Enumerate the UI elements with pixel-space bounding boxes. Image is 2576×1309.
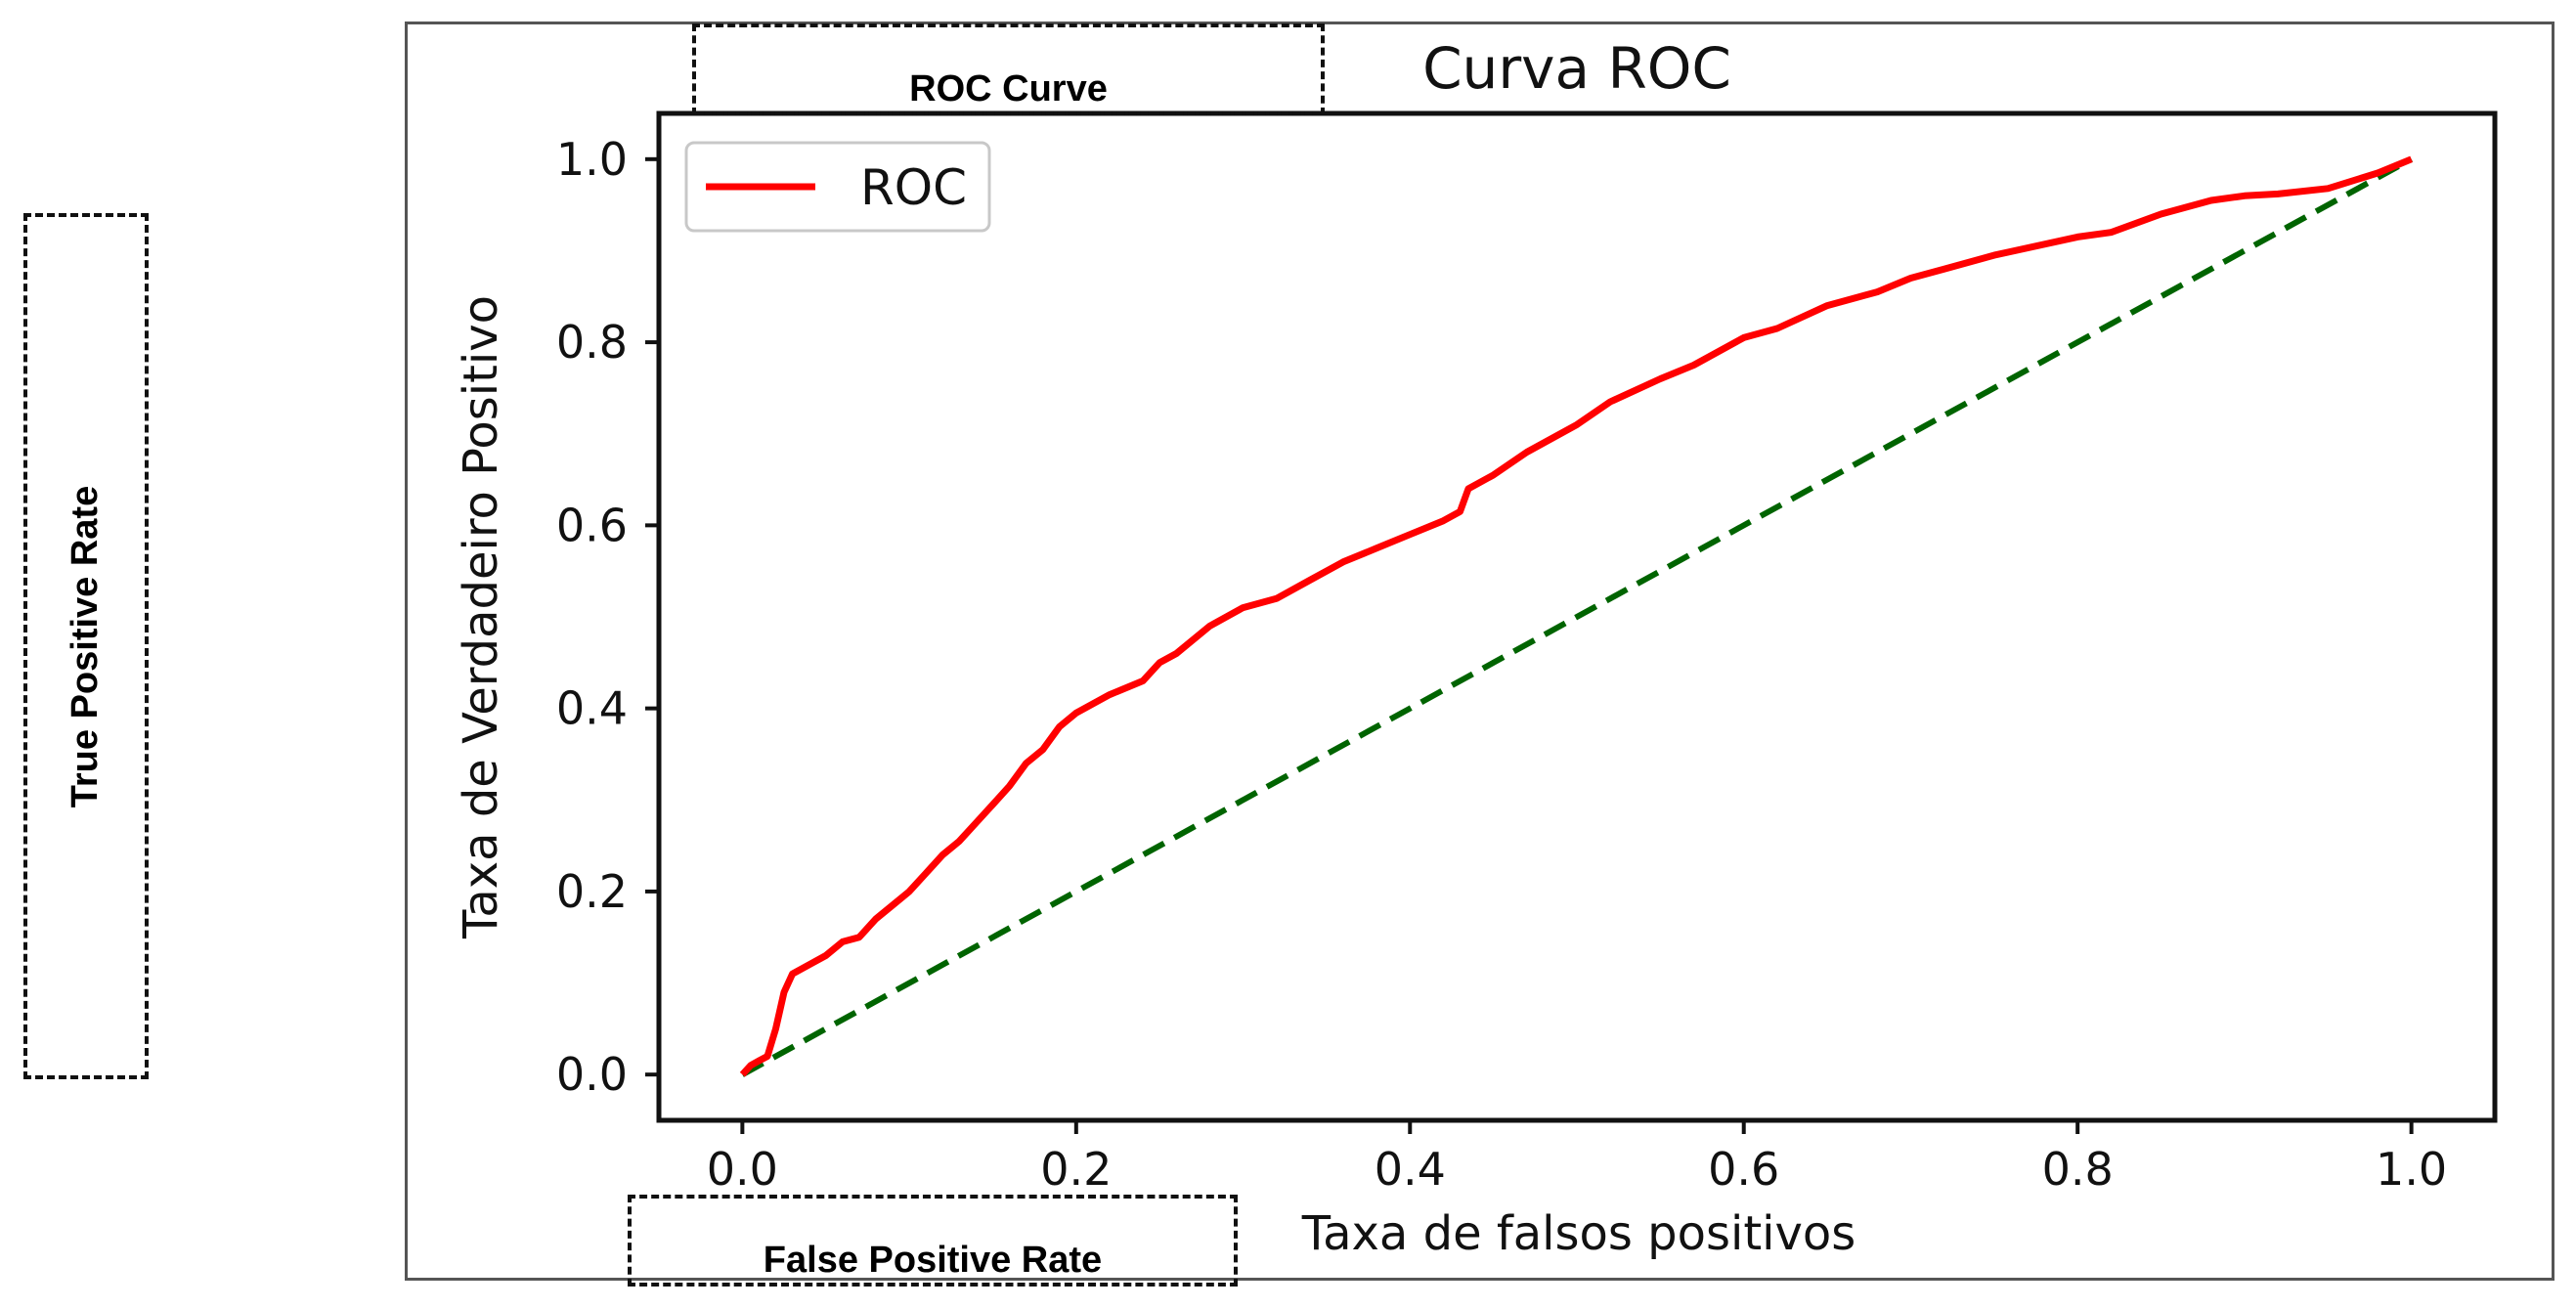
y-axis-ticks: 0.0 0.2 0.4 0.6 0.8 1.0 [556, 133, 659, 1101]
x-tick-label: 0.6 [1708, 1143, 1779, 1196]
fpr-annotation-label: False Positive Rate [763, 1239, 1103, 1281]
y-tick-label: 0.4 [556, 682, 628, 735]
figure-frame [405, 22, 2554, 1281]
x-tick-label: 0.8 [2042, 1143, 2114, 1196]
tpr-annotation-label: True Positive Rate [65, 485, 107, 807]
legend: ROC [684, 141, 991, 233]
x-tick-label: 0.4 [1375, 1143, 1446, 1196]
x-tick-label: 1.0 [2376, 1143, 2447, 1196]
x-tick-label: 0.0 [707, 1143, 778, 1196]
fpr-annotation-box: False Positive Rate [628, 1195, 1238, 1287]
x-axis-label: Taxa de falsos positivos [1301, 1206, 1856, 1261]
tpr-annotation-box: True Positive Rate [23, 213, 149, 1079]
y-axis-label: Taxa de Verdadeiro Positivo [454, 295, 508, 939]
y-tick-label: 0.2 [556, 865, 628, 918]
y-tick-label: 1.0 [556, 133, 628, 186]
y-tick-label: 0.6 [556, 499, 628, 551]
legend-roc-label: ROC [860, 159, 967, 216]
y-tick-label: 0.0 [556, 1048, 628, 1101]
roc-curve-annotation-label: ROC Curve [909, 67, 1108, 109]
legend-box [684, 141, 991, 233]
x-axis-ticks: 0.0 0.2 0.4 0.6 0.8 1.0 [707, 1120, 2447, 1196]
chance-diagonal-line [740, 156, 2414, 1077]
x-tick-label: 0.2 [1040, 1143, 1112, 1196]
y-tick-label: 0.8 [556, 316, 628, 369]
roc-curve-annotation-box: ROC Curve [692, 23, 1325, 115]
roc-curve-line [739, 155, 2413, 1077]
chart-title: Curva ROC [1422, 35, 1731, 102]
